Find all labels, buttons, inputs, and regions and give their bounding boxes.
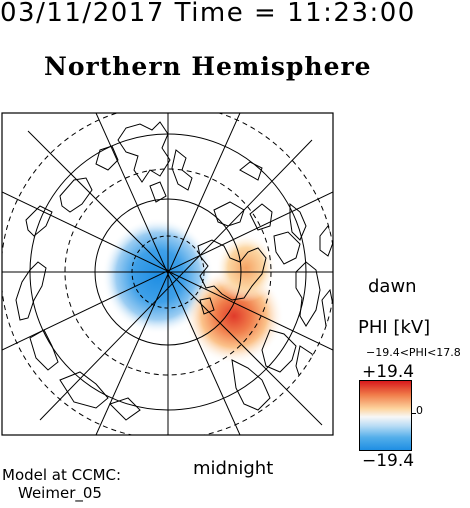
timestamp: 03/11/2017 Time = 11:23:00 <box>0 0 416 28</box>
meridians <box>2 113 333 435</box>
colorbar-range: −19.4<PHI<17.8 <box>366 346 461 359</box>
colorbar-max-label: +19.4 <box>362 362 415 382</box>
model-credit-line1: Model at CCMC: <box>2 466 122 484</box>
positive-potential-lobe <box>216 234 276 302</box>
colorbar <box>359 380 412 451</box>
coastlines <box>15 121 335 421</box>
model-credit-line2: Weimer_05 <box>18 484 102 502</box>
colorbar-zero-label: 0 <box>416 404 423 417</box>
colorbar-zero-tick <box>412 413 416 414</box>
map-title: Northern Hemisphere <box>44 52 372 81</box>
potential-field <box>102 218 284 364</box>
midnight-label: midnight <box>193 458 274 479</box>
colorbar-title: PHI [kV] <box>358 317 431 338</box>
dawn-label: dawn <box>368 276 417 297</box>
colorbar-min-label: −19.4 <box>362 451 415 471</box>
